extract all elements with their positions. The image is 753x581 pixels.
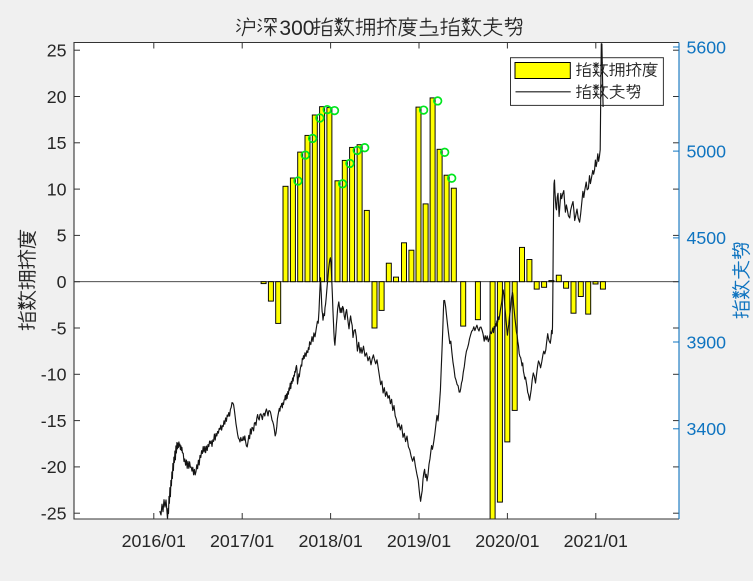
svg-text:10: 10 xyxy=(47,179,67,199)
svg-text:3900: 3900 xyxy=(687,332,727,352)
svg-text:-25: -25 xyxy=(41,504,67,524)
svg-text:5000: 5000 xyxy=(687,141,727,161)
svg-text:0: 0 xyxy=(57,272,67,292)
svg-text:2016/01: 2016/01 xyxy=(122,531,186,551)
svg-text:2019/01: 2019/01 xyxy=(387,531,451,551)
svg-text:5600: 5600 xyxy=(687,37,727,57)
svg-text:5: 5 xyxy=(57,226,67,246)
svg-text:2021/01: 2021/01 xyxy=(564,531,628,551)
svg-text:2018/01: 2018/01 xyxy=(298,531,362,551)
svg-text:2020/01: 2020/01 xyxy=(475,531,539,551)
svg-text:20: 20 xyxy=(47,87,67,107)
svg-text:25: 25 xyxy=(47,41,67,61)
svg-text:15: 15 xyxy=(47,133,67,153)
svg-text:-10: -10 xyxy=(41,365,67,385)
svg-text:2017/01: 2017/01 xyxy=(210,531,274,551)
svg-text:4500: 4500 xyxy=(687,228,727,248)
svg-text:300: 300 xyxy=(279,17,314,40)
svg-text:-20: -20 xyxy=(41,457,67,477)
svg-text:-15: -15 xyxy=(41,411,67,431)
svg-text:-5: -5 xyxy=(51,318,67,338)
svg-text:3400: 3400 xyxy=(687,419,727,439)
